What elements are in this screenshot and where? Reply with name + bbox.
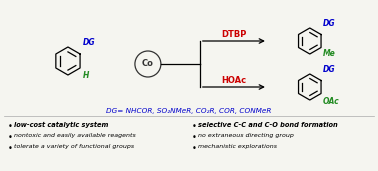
Text: HOAc: HOAc [221, 76, 246, 85]
Text: •: • [192, 122, 197, 131]
Text: DTBP: DTBP [221, 30, 246, 39]
Text: nontoxic and easily available reagents: nontoxic and easily available reagents [14, 133, 136, 138]
Text: OAc: OAc [323, 97, 339, 106]
Text: selective C-C and C-O bond formation: selective C-C and C-O bond formation [198, 122, 338, 128]
Text: DG= NHCOR, SO₂NMeR, CO₂R, COR, CONMeR: DG= NHCOR, SO₂NMeR, CO₂R, COR, CONMeR [106, 108, 271, 114]
Text: mechanistic explorations: mechanistic explorations [198, 144, 277, 149]
Text: low-cost catalytic system: low-cost catalytic system [14, 122, 108, 128]
Text: •: • [8, 144, 13, 153]
Text: tolerate a variety of functional groups: tolerate a variety of functional groups [14, 144, 134, 149]
Text: •: • [192, 144, 197, 153]
Text: Co: Co [142, 60, 154, 69]
Text: •: • [8, 133, 13, 142]
Text: DG: DG [323, 19, 335, 28]
Text: •: • [8, 122, 13, 131]
Text: no extraneous directing group: no extraneous directing group [198, 133, 294, 138]
Text: H: H [83, 71, 89, 80]
Text: DG: DG [323, 65, 335, 74]
Text: DG: DG [83, 38, 96, 47]
Text: •: • [192, 133, 197, 142]
Text: Me: Me [323, 49, 336, 58]
